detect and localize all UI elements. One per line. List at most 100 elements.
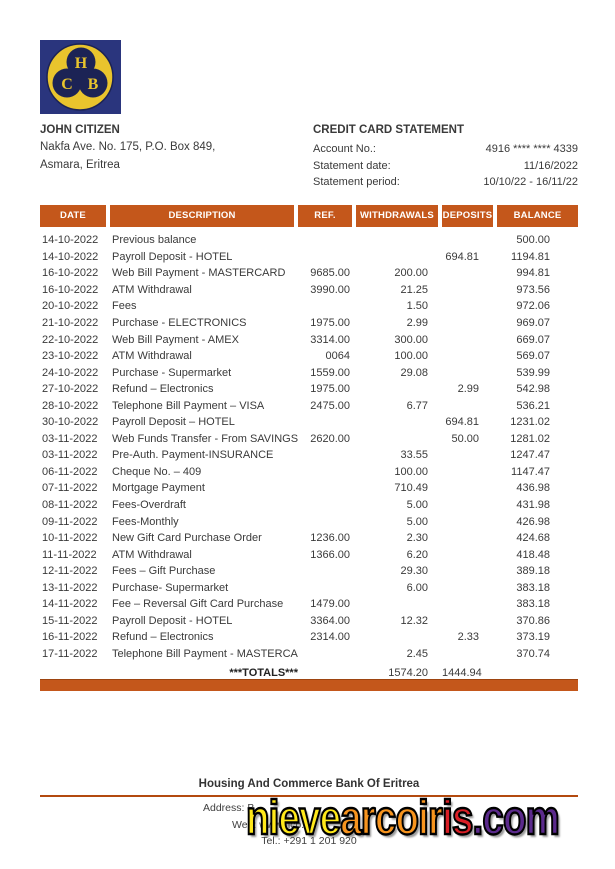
cell-withdrawals: 21.25 (400, 283, 428, 296)
cell-balance: 669.07 (516, 333, 550, 346)
header-balance: BALANCE (497, 205, 578, 227)
watermark-segment: arcoir (339, 791, 444, 846)
totals-deposits: 1444.94 (442, 667, 482, 680)
table-row: 12-11-2022 Fees – Gift Purchase 29.30 389.1… (40, 563, 578, 580)
cell-balance: 370.86 (516, 614, 550, 627)
cell-ref: 3314.00 (310, 333, 350, 346)
table-row: 14-10-2022 Payroll Deposit - HOTEL 694.81 1… (40, 249, 578, 266)
cell-ref: 1559.00 (310, 366, 350, 379)
cell-ref: 0064 (325, 350, 350, 363)
cell-withdrawals: 12.32 (400, 614, 428, 627)
cell-description: ATM Withdrawal (112, 548, 192, 561)
cell-ref: 1236.00 (310, 532, 350, 545)
cell-withdrawals: 200.00 (394, 267, 428, 280)
cell-description: New Gift Card Purchase Order (112, 532, 262, 545)
cell-date: 13-11-2022 (42, 581, 98, 594)
watermark: nievearcoiris.com (245, 791, 561, 846)
statement-date-value: 11/16/2022 (523, 159, 578, 172)
cell-date: 11-11-2022 (42, 548, 97, 561)
cell-date: 17-11-2022 (42, 647, 98, 660)
table-row: 13-11-2022 Purchase- Supermarket 6.00 383.1… (40, 579, 578, 596)
header-date: DATE (40, 205, 110, 227)
cell-balance: 969.07 (516, 317, 550, 329)
footer-address: Address: B (203, 802, 255, 814)
table-row: 09-11-2022 Fees-Monthly 5.00 426.98 (40, 513, 578, 530)
cell-deposits: 694.81 (445, 250, 479, 263)
footer-divider (40, 795, 578, 797)
cell-description: Fee – Reversal Gift Card Purchase (112, 598, 284, 611)
cell-withdrawals: 33.55 (400, 449, 428, 462)
cell-date: 28-10-2022 (42, 399, 99, 412)
cell-description: Cheque No. – 409 (112, 465, 202, 478)
watermark-segment: nieve (245, 791, 342, 846)
table-row: 22-10-2022 Web Bill Payment - AMEX 3314.00… (40, 331, 578, 348)
cell-date: 03-11-2022 (42, 432, 98, 445)
customer-block: JOHN CITIZEN Nakfa Ave. No. 175, P.O. Bo… (40, 122, 215, 174)
table-row: 03-11-2022 Web Funds Transfer - From SAVI… (40, 431, 578, 448)
statement-info-block: CREDIT CARD STATEMENT Account No.: 4916 … (313, 122, 578, 191)
cell-description: Web Bill Payment - MASTERCARD (112, 267, 286, 280)
cell-balance: 500.00 (516, 234, 550, 247)
cell-date: 16-10-2022 (42, 283, 99, 296)
cell-withdrawals: 6.00 (406, 581, 428, 594)
table-row: 20-10-2022 Fees 1.50 972.06 (40, 298, 578, 315)
cell-description: Payroll Deposit – HOTEL (112, 416, 235, 429)
cell-balance: 1247.47 (510, 449, 550, 462)
cell-withdrawals: 2.99 (406, 317, 428, 329)
cell-date: 14-10-2022 (42, 250, 99, 263)
totals-label: ***TOTALS*** (229, 667, 298, 680)
transactions-body: 14-10-2022 Previous balance 500.00 14-10-20… (40, 232, 578, 662)
cell-date: 21-10-2022 (42, 317, 99, 329)
cell-balance: 536.21 (516, 399, 550, 412)
table-row: 14-11-2022 Fee – Reversal Gift Card Purch… (40, 596, 578, 613)
cell-ref: 3990.00 (310, 283, 350, 296)
cell-deposits: 50.00 (451, 432, 479, 445)
cell-balance: 569.07 (516, 350, 550, 363)
table-row: 27-10-2022 Refund – Electronics 1975.00 2.9… (40, 381, 578, 398)
statement-field-account: Account No.: 4916 **** **** 4339 (313, 141, 578, 158)
cell-date: 07-11-2022 (42, 482, 98, 495)
cell-balance: 994.81 (516, 267, 550, 280)
cell-description: Web Bill Payment - AMEX (112, 333, 239, 346)
cell-date: 03-11-2022 (42, 449, 98, 462)
cell-date: 22-10-2022 (42, 333, 99, 346)
cell-description: Mortgage Payment (112, 482, 205, 495)
cell-balance: 418.48 (516, 548, 550, 561)
cell-description: Refund – Electronics (112, 631, 214, 644)
cell-date: 12-11-2022 (42, 565, 98, 578)
cell-description: ATM Withdrawal (112, 350, 192, 363)
cell-withdrawals: 710.49 (394, 482, 428, 495)
table-row: 15-11-2022 Payroll Deposit - HOTEL 3364.00… (40, 613, 578, 630)
cell-date: 20-10-2022 (42, 300, 99, 313)
account-number-label: Account No.: (313, 143, 376, 155)
cell-ref: 2314.00 (310, 631, 350, 644)
cell-date: 30-10-2022 (42, 416, 99, 429)
cell-date: 24-10-2022 (42, 366, 99, 379)
cell-balance: 431.98 (516, 499, 550, 512)
cell-balance: 542.98 (516, 383, 550, 396)
cell-ref: 1479.00 (310, 598, 350, 611)
bottom-accent-bar (40, 679, 578, 691)
cell-ref: 9685.00 (310, 267, 350, 280)
cell-balance: 1194.81 (511, 250, 550, 263)
totals-withdrawals: 1574.20 (388, 667, 428, 680)
cell-date: 23-10-2022 (42, 350, 99, 363)
cell-balance: 973.56 (516, 283, 550, 296)
cell-description: Purchase - ELECTRONICS (112, 317, 247, 329)
footer-web: Web: www.hcb.co (232, 818, 316, 831)
customer-address-line1: Nakfa Ave. No. 175, P.O. Box 849, (40, 141, 216, 153)
table-row: 24-10-2022 Purchase - Supermarket 1559.00 2… (40, 364, 578, 381)
cell-description: Telephone Bill Payment - MASTERCARD (112, 647, 298, 660)
cell-balance: 1231.02 (510, 416, 550, 429)
cell-description: Web Funds Transfer - From SAVINGS (112, 432, 298, 445)
customer-address-line2: Asmara, Eritrea (40, 158, 120, 171)
table-row: 16-10-2022 Web Bill Payment - MASTERCARD 9… (40, 265, 578, 282)
account-number-value: 4916 **** **** 4339 (485, 143, 578, 155)
table-row: 28-10-2022 Telephone Bill Payment – VISA 2… (40, 397, 578, 414)
table-row: 30-10-2022 Payroll Deposit – HOTEL 694.81 1… (40, 414, 578, 431)
cell-withdrawals: 6.20 (406, 548, 428, 561)
cell-description: Purchase - Supermarket (112, 366, 232, 379)
cell-date: 09-11-2022 (42, 515, 98, 528)
cell-withdrawals: 1.50 (406, 300, 428, 313)
